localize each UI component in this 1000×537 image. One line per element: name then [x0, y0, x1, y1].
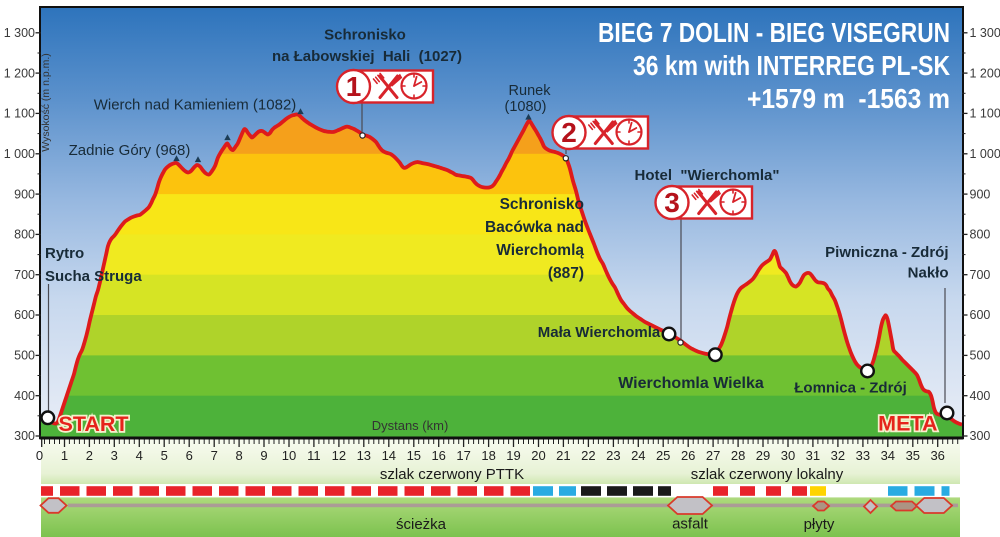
- svg-text:6: 6: [186, 448, 193, 463]
- svg-text:26: 26: [681, 448, 695, 463]
- svg-text:24: 24: [631, 448, 645, 463]
- svg-text:32: 32: [831, 448, 845, 463]
- svg-text:Runek: Runek: [509, 83, 552, 99]
- svg-text:29: 29: [756, 448, 770, 463]
- svg-text:1 300: 1 300: [4, 26, 35, 40]
- svg-text:36 km with INTERREG PL-SK: 36 km with INTERREG PL-SK: [633, 50, 950, 81]
- svg-text:19: 19: [506, 448, 520, 463]
- svg-text:na Łabowskiej Hali (1027): na Łabowskiej Hali (1027): [272, 48, 462, 65]
- svg-text:800: 800: [970, 228, 991, 242]
- svg-text:Bacówka nad: Bacówka nad: [485, 219, 584, 236]
- svg-text:Hotel "Wierchomla": Hotel "Wierchomla": [635, 167, 780, 184]
- svg-text:1 000: 1 000: [4, 147, 35, 161]
- svg-text:1 100: 1 100: [4, 107, 35, 121]
- svg-text:35: 35: [906, 448, 920, 463]
- svg-text:Mała Wierchomla: Mała Wierchomla: [538, 324, 661, 341]
- svg-text:17: 17: [456, 448, 470, 463]
- svg-text:Rytro: Rytro: [45, 245, 84, 262]
- svg-text:1: 1: [61, 448, 68, 463]
- svg-text:Łomnica - Zdrój: Łomnica - Zdrój: [794, 380, 907, 397]
- svg-text:27: 27: [706, 448, 720, 463]
- svg-text:Wysokość (m n.p.m.): Wysokość (m n.p.m.): [40, 53, 52, 152]
- svg-text:BIEG 7 DOLIN - BIEG VISEGRUN: BIEG 7 DOLIN - BIEG VISEGRUN: [598, 17, 950, 48]
- svg-text:31: 31: [806, 448, 820, 463]
- svg-text:400: 400: [14, 389, 35, 403]
- svg-text:9: 9: [260, 448, 267, 463]
- svg-text:4: 4: [136, 448, 143, 463]
- svg-text:Schronisko: Schronisko: [500, 196, 584, 213]
- svg-text:800: 800: [14, 228, 35, 242]
- svg-text:1 300: 1 300: [970, 26, 1000, 40]
- svg-text:10: 10: [282, 448, 296, 463]
- svg-text:400: 400: [970, 389, 991, 403]
- svg-text:34: 34: [881, 448, 895, 463]
- svg-text:Zadnie Góry (968): Zadnie Góry (968): [69, 142, 191, 159]
- svg-text:28: 28: [731, 448, 745, 463]
- svg-text:700: 700: [970, 268, 991, 282]
- svg-text:12: 12: [332, 448, 346, 463]
- svg-text:14: 14: [382, 448, 396, 463]
- svg-text:1 200: 1 200: [970, 66, 1000, 80]
- svg-text:1 000: 1 000: [970, 147, 1000, 161]
- svg-text:1 200: 1 200: [4, 66, 35, 80]
- svg-text:7: 7: [211, 448, 218, 463]
- svg-text:Dystans (km): Dystans (km): [372, 418, 449, 433]
- svg-text:Wierchomla Wielka: Wierchomla Wielka: [618, 375, 764, 392]
- svg-text:23: 23: [606, 448, 620, 463]
- svg-text:300: 300: [970, 429, 991, 443]
- svg-text:1: 1: [346, 71, 362, 102]
- svg-text:Schronisko: Schronisko: [324, 27, 406, 44]
- svg-text:(887): (887): [548, 265, 584, 282]
- svg-text:5: 5: [161, 448, 168, 463]
- svg-text:16: 16: [431, 448, 445, 463]
- svg-text:21: 21: [556, 448, 570, 463]
- svg-text:500: 500: [970, 349, 991, 363]
- svg-text:13: 13: [357, 448, 371, 463]
- svg-text:(1080): (1080): [505, 99, 547, 115]
- svg-text:300: 300: [14, 429, 35, 443]
- svg-text:+1579 m -1563 m: +1579 m -1563 m: [747, 83, 950, 114]
- svg-text:szlak czerwony PTTK: szlak czerwony PTTK: [380, 466, 524, 483]
- svg-text:płyty: płyty: [804, 516, 835, 533]
- svg-text:Sucha Struga: Sucha Struga: [45, 268, 142, 285]
- svg-text:asfalt: asfalt: [672, 516, 709, 533]
- svg-text:3: 3: [664, 187, 680, 218]
- svg-text:700: 700: [14, 268, 35, 282]
- svg-text:Nakło: Nakło: [908, 265, 949, 282]
- svg-text:30: 30: [781, 448, 795, 463]
- svg-text:2: 2: [561, 117, 577, 148]
- svg-text:META: META: [878, 412, 937, 436]
- svg-text:2: 2: [86, 448, 93, 463]
- svg-text:25: 25: [656, 448, 670, 463]
- svg-text:Piwniczna - Zdrój: Piwniczna - Zdrój: [825, 244, 948, 261]
- svg-text:15: 15: [407, 448, 421, 463]
- svg-text:Wierchomlą: Wierchomlą: [496, 242, 584, 259]
- svg-text:600: 600: [14, 308, 35, 322]
- svg-text:18: 18: [481, 448, 495, 463]
- svg-text:33: 33: [856, 448, 870, 463]
- svg-text:1 100: 1 100: [970, 107, 1000, 121]
- svg-text:3: 3: [111, 448, 118, 463]
- svg-text:ścieżka: ścieżka: [396, 516, 447, 533]
- svg-text:8: 8: [235, 448, 242, 463]
- svg-text:500: 500: [14, 349, 35, 363]
- svg-text:szlak czerwony lokalny: szlak czerwony lokalny: [691, 466, 844, 483]
- svg-text:START: START: [59, 412, 129, 436]
- svg-text:600: 600: [970, 308, 991, 322]
- svg-text:900: 900: [970, 187, 991, 201]
- svg-text:20: 20: [531, 448, 545, 463]
- svg-text:36: 36: [930, 448, 944, 463]
- svg-text:22: 22: [581, 448, 595, 463]
- svg-text:Wierch nad Kamieniem (1082): Wierch nad Kamieniem (1082): [94, 97, 297, 114]
- svg-text:11: 11: [307, 448, 321, 463]
- svg-text:0: 0: [36, 448, 43, 463]
- svg-text:900: 900: [14, 187, 35, 201]
